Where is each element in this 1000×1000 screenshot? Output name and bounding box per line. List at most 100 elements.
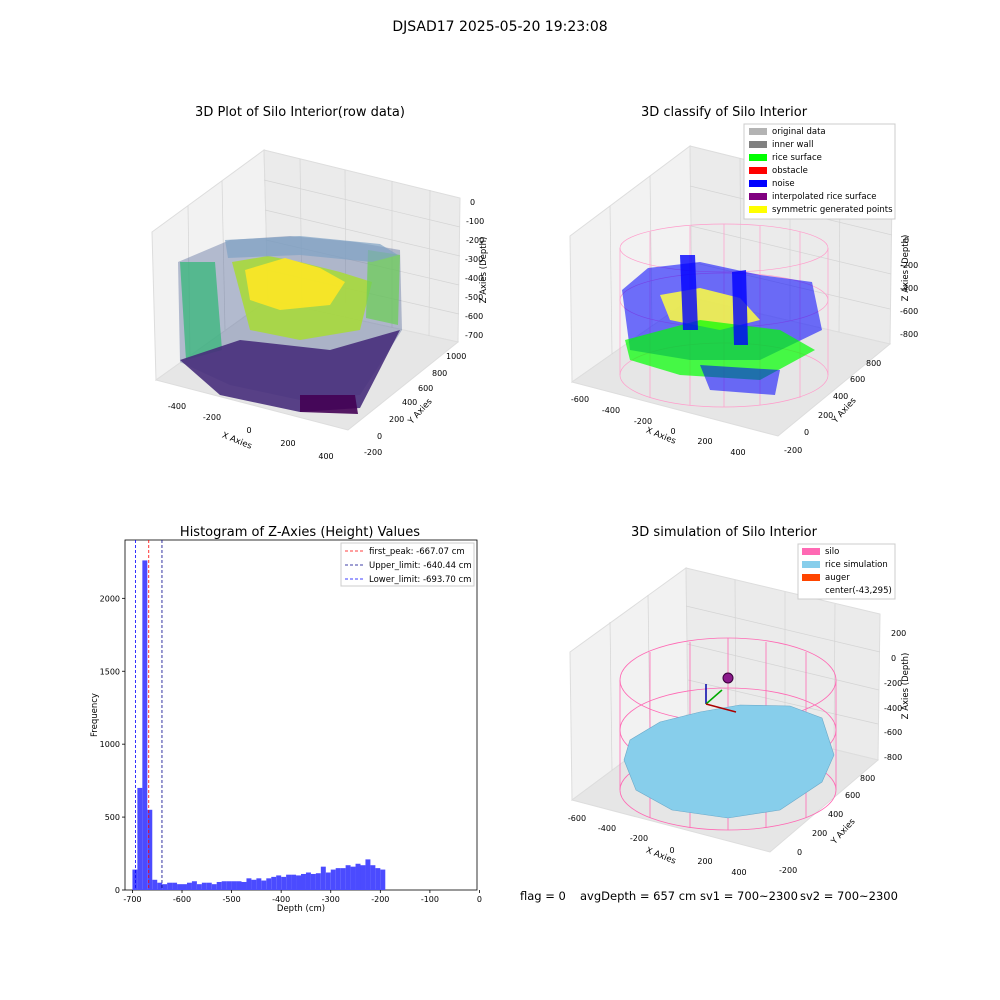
legend-swatch-obstacle [749, 167, 767, 174]
hist-y-tick-label: 0 [115, 886, 120, 895]
status-line: flag = 0 avgDepth = 657 cm sv1 = 700~230… [520, 889, 898, 903]
classify-x-tick: 400 [730, 448, 745, 457]
classify-y-ticks: -200 0 200 400 600 800 [784, 359, 881, 455]
simulation-plot-title: 3D simulation of Silo Interior [631, 525, 818, 540]
simulation-y-axis-label: Y Axies [829, 816, 858, 847]
classify-z-tick: -200 [900, 261, 918, 270]
raw-z-tick: 0 [470, 198, 475, 207]
hist-bar [196, 884, 202, 890]
hist-bar [167, 882, 173, 890]
simulation-y-tick: 0 [797, 848, 802, 857]
hist-bar [182, 884, 187, 890]
raw-y-tick: 800 [432, 369, 447, 378]
legend-label-rice-simulation: rice simulation [825, 560, 888, 570]
hist-x-ticks: -700 -600 -500 -400 -300 -200 -100 0 [123, 890, 482, 904]
hist-bar [370, 865, 376, 890]
simulation-y-ticks: -200 0 200 400 600 800 [779, 774, 875, 875]
hist-bar [296, 875, 301, 890]
legend-swatch-rice-simulation [802, 561, 820, 568]
raw-z-tick: -200 [466, 236, 484, 245]
status-sv2: sv2 = 700~2300 [800, 889, 898, 903]
hist-bar [137, 787, 143, 890]
raw-z-tick: -700 [465, 331, 483, 340]
simulation-z-tick: -600 [884, 728, 902, 737]
legend-swatch-silo [802, 548, 820, 555]
simulation-y-tick: 400 [828, 810, 843, 819]
classify-z-tick: -800 [900, 330, 918, 339]
hist-x-tick-label: -700 [123, 895, 141, 904]
hist-y-tick-label: 500 [105, 813, 120, 822]
hist-bar [305, 872, 311, 890]
status-avg-depth: avgDepth = 657 cm [580, 889, 696, 903]
hist-bar [310, 873, 316, 890]
hist-bar [206, 882, 212, 890]
raw-x-tick: -400 [168, 402, 186, 411]
raw-z-tick: -100 [466, 217, 484, 226]
hist-bar [132, 869, 138, 890]
hist-bar [325, 872, 331, 890]
classify-y-tick: 800 [866, 359, 881, 368]
classify-z-tick: -400 [900, 284, 918, 293]
legend-label-noise: noise [772, 179, 795, 189]
legend-label-upper-limit: Upper_limit: -640.44 cm [369, 561, 472, 571]
hist-bar [315, 873, 321, 890]
classify-z-ticks: 0 -200 -400 -600 -800 [900, 236, 918, 339]
simulation-x-ticks: -600 -400 -200 0 200 400 [568, 814, 747, 877]
raw-z-tick: -500 [465, 293, 483, 302]
figure-suptitle: DJSAD17 2025-05-20 19:23:08 [392, 19, 607, 35]
raw-y-tick: 1000 [446, 352, 466, 361]
hist-bar [162, 884, 168, 890]
raw-z-tick: -600 [465, 312, 483, 321]
simulation-x-tick: 400 [731, 868, 746, 877]
hist-bar [261, 880, 267, 890]
auger-marker [705, 672, 737, 713]
simulation-y-tick: 800 [860, 774, 875, 783]
raw-plot-title: 3D Plot of Silo Interior(row data) [195, 105, 405, 120]
hist-bar [221, 881, 227, 890]
hist-bar [291, 874, 297, 890]
legend-label-auger: auger [825, 573, 850, 583]
legend-label-interpolated-rice-surface: interpolated rice surface [772, 192, 877, 202]
simulation-z-tick: 0 [891, 654, 896, 663]
simulation-z-tick: -400 [884, 704, 902, 713]
panel-simulation-3d: 3D simulation of Silo Interior [568, 525, 911, 877]
hist-x-tick-label: -600 [173, 895, 191, 904]
hist-y-ticks: 0 500 1000 1500 2000 [100, 594, 125, 895]
classify-y-tick: 0 [804, 428, 809, 437]
hist-bar [266, 878, 272, 890]
raw-z-tick: -300 [465, 255, 483, 264]
hist-x-tick-label: -400 [272, 895, 290, 904]
raw-x-tick: 0 [246, 426, 251, 435]
hist-bar [157, 882, 163, 890]
legend-swatch-symmetric-generated-points [749, 206, 767, 213]
hist-bar [375, 868, 381, 891]
hist-bar [345, 865, 351, 890]
hist-y-tick-label: 2000 [100, 594, 120, 603]
hist-axes-frame [124, 539, 478, 891]
legend-swatch-auger [802, 574, 820, 581]
hist-bar [281, 876, 287, 891]
hist-bar [301, 873, 306, 890]
raw-z-axis-label: Z Axies (Depth) [479, 237, 489, 304]
classify-x-tick: -600 [571, 395, 589, 404]
simulation-x-tick: 0 [669, 846, 674, 855]
classify-x-tick: -200 [634, 417, 652, 426]
hist-bar [211, 884, 217, 890]
simulation-z-tick: -800 [884, 753, 902, 762]
legend-swatch-original-data [749, 128, 767, 135]
raw-y-tick: 0 [377, 432, 382, 441]
classify-z-axis-label: Z Axies (Depth) [901, 235, 911, 302]
hist-bar [335, 868, 341, 891]
hist-x-axis-label: Depth (cm) [277, 904, 325, 914]
simulation-y-tick: -200 [779, 866, 797, 875]
hist-y-tick-label: 1500 [100, 667, 120, 676]
hist-bar [276, 875, 282, 890]
hist-legend: first_peak: -667.07 cm Upper_limit: -640… [340, 542, 475, 587]
hist-bar [231, 881, 237, 890]
raw-y-tick: 400 [402, 398, 417, 407]
legend-label-inner-wall: inner wall [772, 140, 813, 150]
hist-bar [320, 866, 326, 890]
hist-bar [191, 881, 197, 890]
hist-bar [271, 876, 277, 891]
hist-bar [177, 884, 183, 890]
